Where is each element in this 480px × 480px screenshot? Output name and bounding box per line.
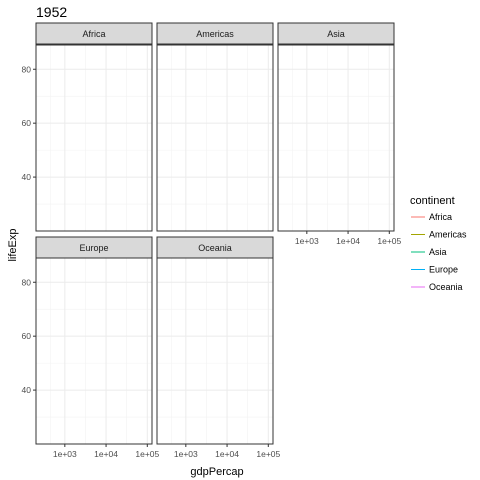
facet-strip-label: Asia	[327, 29, 345, 39]
panel-border	[277, 44, 395, 232]
legend: continent Africa Americas Asia Europe Oceani…	[410, 195, 467, 292]
x-tick-label: 1e+05	[377, 236, 401, 246]
x-tick-label: 1e+04	[94, 449, 118, 459]
chart-title: 1952	[36, 4, 67, 20]
y-tick-label: 40	[22, 172, 32, 182]
legend-label: Oceania	[429, 282, 463, 292]
x-tick-label: 1e+03	[53, 449, 77, 459]
panel-background	[36, 45, 152, 231]
legend-label: Americas	[429, 230, 467, 240]
facet-strip-label: Europe	[79, 243, 108, 253]
legend-entry-europe: Europe	[411, 265, 458, 275]
legend-title: continent	[410, 195, 455, 207]
facet-strip	[277, 22, 395, 45]
legend-label: Asia	[429, 247, 447, 257]
facet-strip-label: Americas	[196, 29, 234, 39]
panel-border	[35, 44, 153, 232]
panel-border	[156, 257, 274, 445]
y-tick-label: 60	[22, 331, 32, 341]
panel-background	[36, 258, 152, 444]
legend-label: Africa	[429, 212, 452, 222]
x-tick-label: 1e+03	[174, 449, 198, 459]
x-tick-label: 1e+05	[256, 449, 280, 459]
y-tick-label: 40	[22, 385, 32, 395]
facet-panel-oceania: Oceania 1e+03 1e+04 1e+05	[156, 236, 281, 459]
panel-background	[278, 45, 394, 231]
x-tick-label: 1e+05	[135, 449, 159, 459]
x-axis-title: gdpPercap	[190, 466, 243, 478]
legend-entry-oceania: Oceania	[411, 282, 463, 292]
y-tick-label: 80	[22, 277, 32, 287]
facet-strip	[156, 22, 274, 45]
panel-background	[157, 45, 273, 231]
facet-panel-europe: Europe 40 60 80 1e+03 1e+04 1e+05	[22, 236, 160, 459]
x-tick-label: 1e+04	[336, 236, 360, 246]
panel-background	[157, 258, 273, 444]
legend-entry-americas: Americas	[411, 230, 467, 240]
panel-border	[156, 44, 274, 232]
panel-border	[35, 257, 153, 445]
legend-entry-africa: Africa	[411, 212, 452, 222]
x-tick-label: 1e+03	[295, 236, 319, 246]
facet-panel-americas: Americas	[156, 22, 274, 232]
y-tick-label: 60	[22, 118, 32, 128]
y-axis-title: lifeExp	[7, 228, 19, 261]
facet-panel-asia: Asia 1e+03 1e+04 1e+05	[277, 22, 402, 246]
y-tick-label: 80	[22, 64, 32, 74]
legend-label: Europe	[429, 265, 458, 275]
facet-strip	[35, 22, 153, 45]
facet-panel-africa: Africa 40 60 80	[22, 22, 153, 232]
x-tick-label: 1e+04	[215, 449, 239, 459]
legend-entry-asia: Asia	[411, 247, 447, 257]
facet-strip-label: Oceania	[198, 243, 232, 253]
facet-strip-label: Africa	[82, 29, 105, 39]
